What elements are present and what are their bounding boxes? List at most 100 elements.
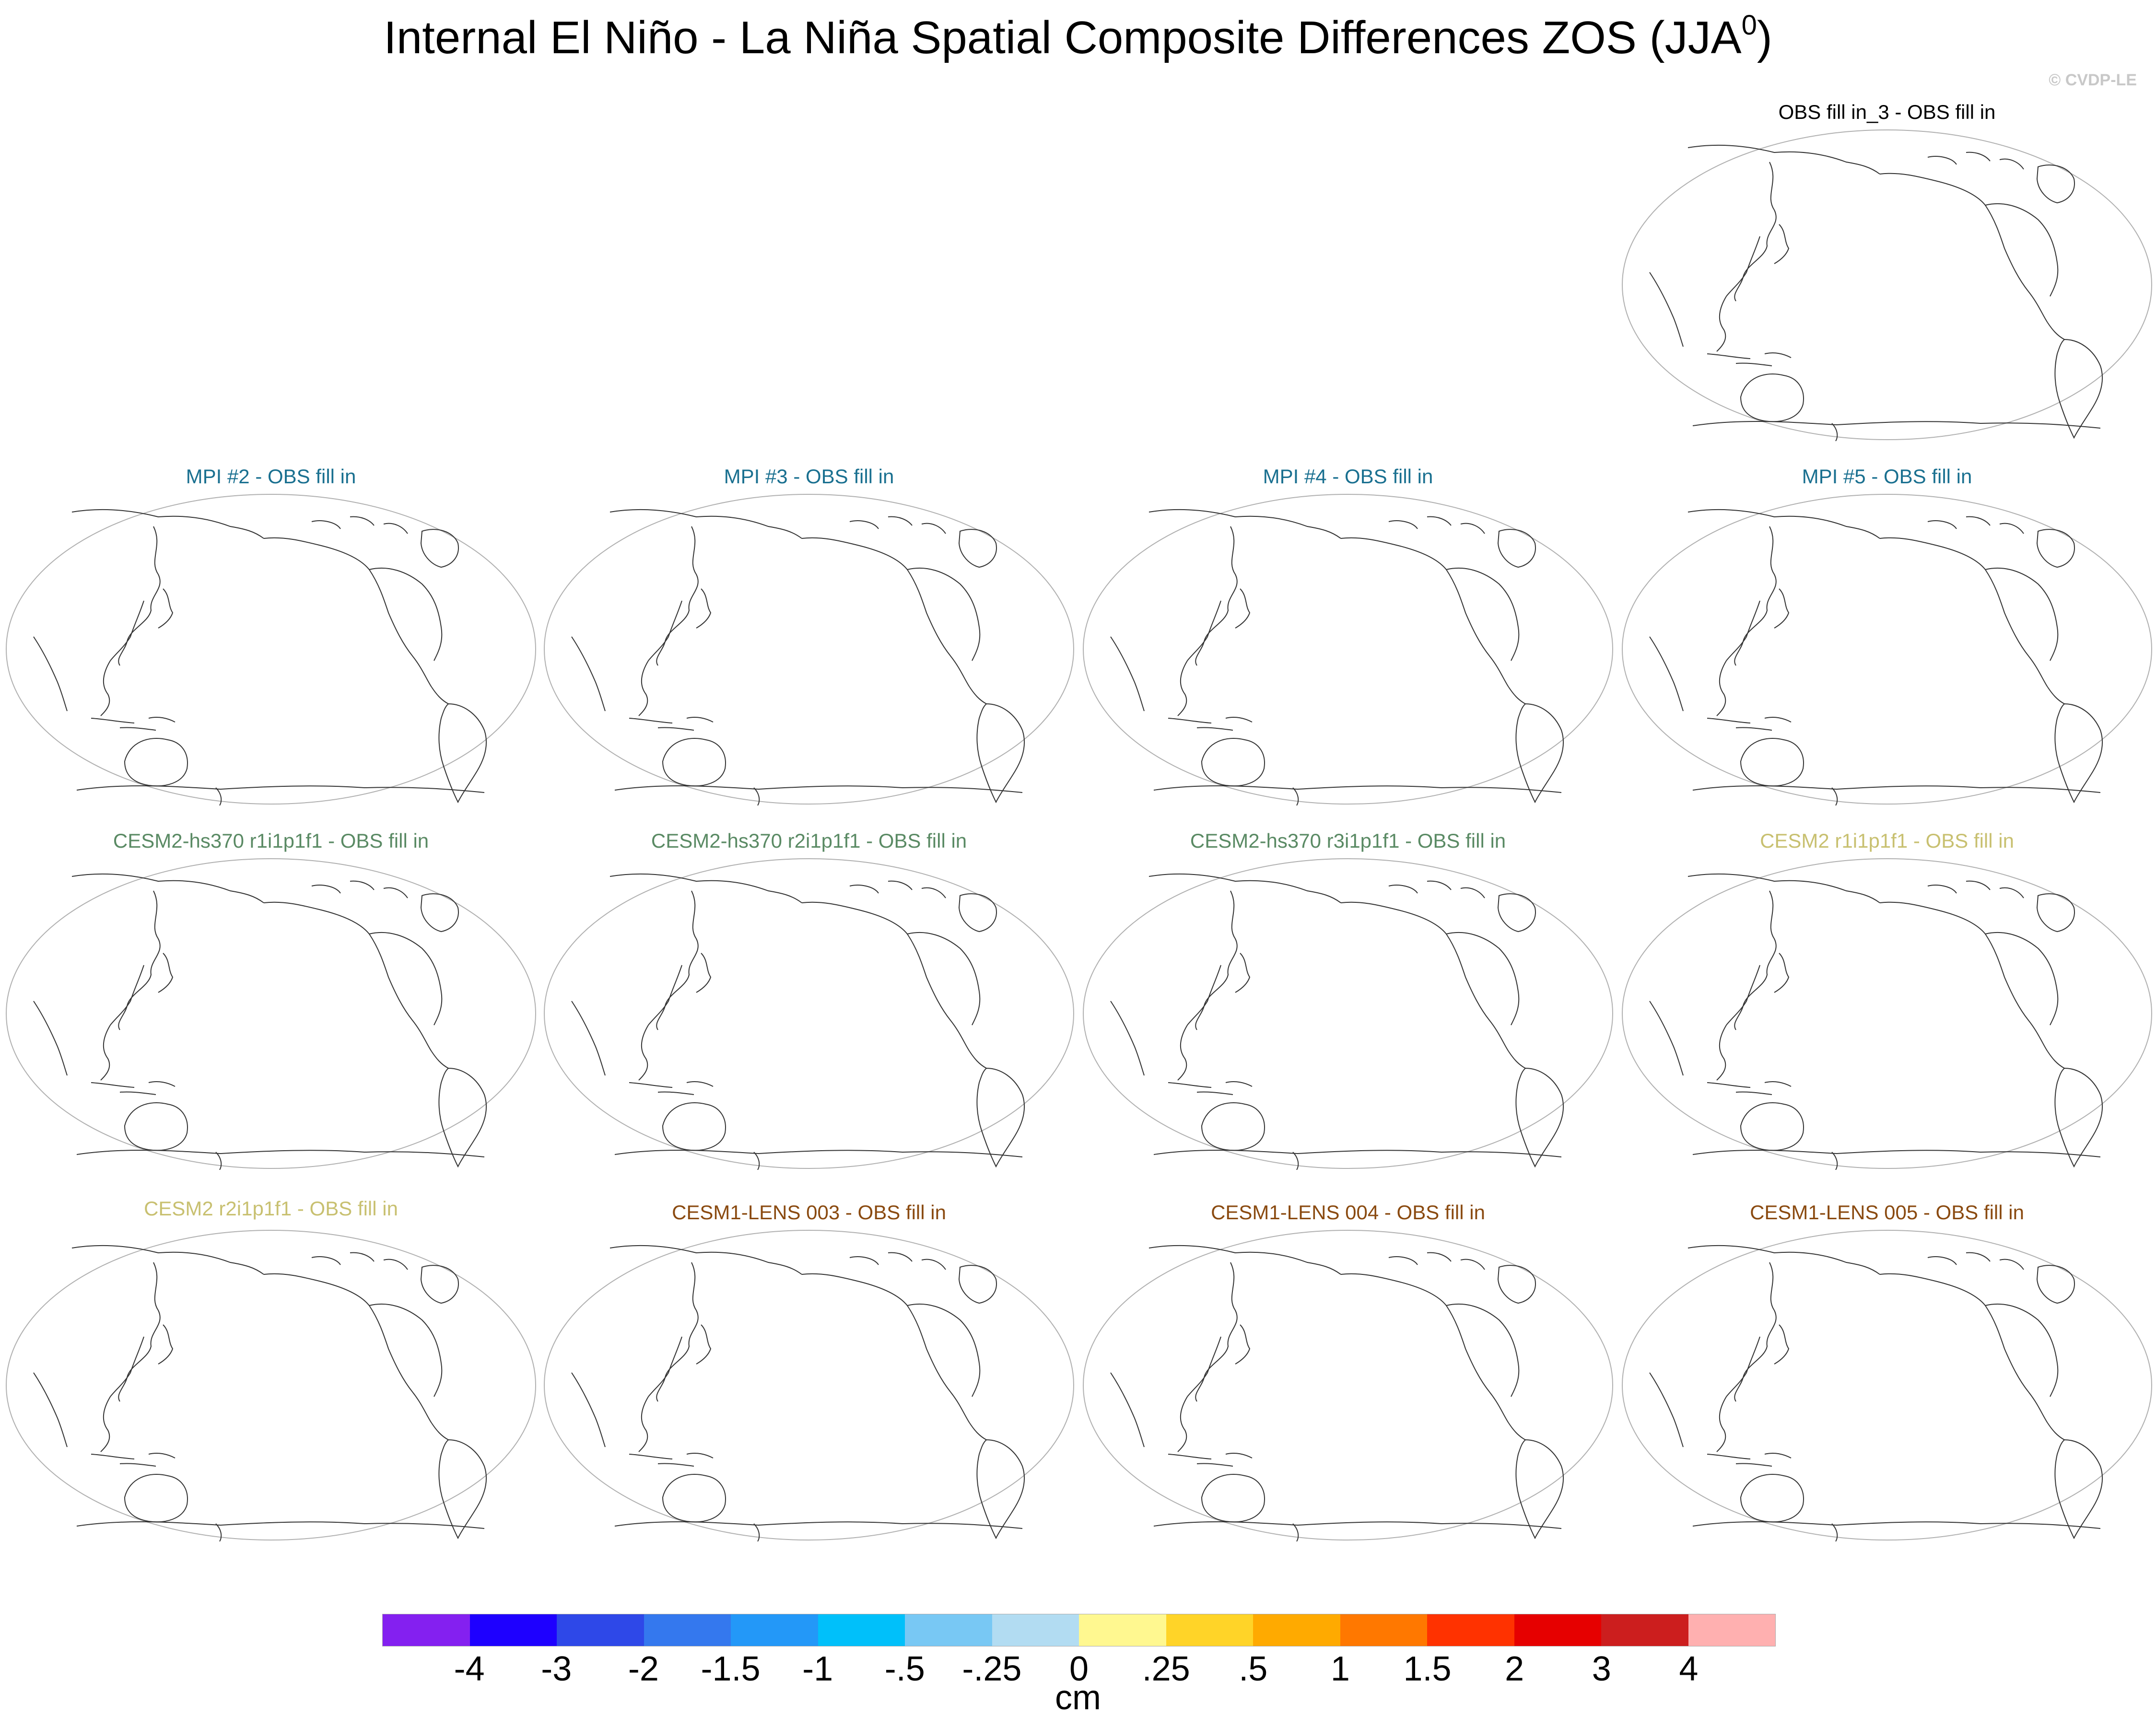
coastline (1985, 1303, 2059, 1397)
world-map (6, 494, 536, 805)
coastline (2036, 529, 2075, 568)
map-panel: CESM2-hs370 r2i1p1f1 - OBS fill in (543, 829, 1075, 1175)
coastline (1692, 1521, 2101, 1529)
coastline (1716, 1025, 1727, 1081)
coastline (1879, 901, 2048, 1052)
coastlines (1110, 873, 1564, 1170)
coastline (1340, 537, 1509, 688)
coastline (1774, 1324, 1790, 1365)
coastline (1716, 296, 1727, 352)
coastline (1726, 236, 1760, 297)
coastline (1388, 1252, 1485, 1270)
colorbar-tick-label: 2 (1505, 1650, 1524, 1688)
coastline (91, 1081, 176, 1095)
coastline (656, 1262, 699, 1402)
coastline (1292, 1523, 1299, 1541)
coastline (609, 873, 802, 903)
coastline (1388, 880, 1485, 899)
figure-title-text: Internal El Niño - La Niña Spatial Compo… (384, 12, 1742, 63)
coastline (33, 636, 68, 712)
coastline (1340, 901, 1509, 1052)
coastline (2047, 1423, 2065, 1440)
coastline (1515, 1068, 1564, 1168)
coastline (1497, 529, 1536, 568)
coastline (1446, 567, 1520, 661)
map-outline (1083, 858, 1613, 1169)
coastline (609, 1245, 802, 1275)
coastline (311, 880, 408, 899)
map-outline (1622, 858, 2152, 1169)
coastline (1168, 717, 1253, 731)
coastlines (33, 873, 487, 1170)
coastline (215, 1152, 222, 1170)
colorbar-tick-label: -1.5 (701, 1650, 761, 1688)
coastline (907, 567, 981, 661)
coastline (100, 1396, 111, 1452)
colorbar-swatch (1514, 1614, 1601, 1646)
coastline (1508, 1051, 1526, 1069)
coastline (907, 932, 981, 1026)
coastline (263, 537, 432, 688)
panel-title: CESM2 r2i1p1f1 - OBS fill in (144, 1197, 398, 1220)
coastline (33, 1372, 68, 1447)
coastline (1927, 516, 2024, 534)
coastline (662, 738, 726, 787)
coastline (696, 953, 712, 993)
coastline (1687, 144, 1880, 175)
coastline (1195, 890, 1238, 1030)
coastline (1692, 1150, 2101, 1157)
coastline (1153, 1521, 1562, 1529)
coastline (71, 509, 264, 539)
coastline (420, 529, 459, 568)
coastline (2054, 1439, 2103, 1540)
coastline (2036, 164, 2075, 204)
colorbar-tick-label: 3 (1592, 1650, 1611, 1688)
coastline (1649, 636, 1684, 712)
coastline (1734, 162, 1777, 302)
map-outline (6, 858, 536, 1169)
coastline (1177, 1396, 1188, 1452)
coastline (420, 893, 459, 933)
coastline (124, 738, 188, 787)
coastline (1508, 687, 1526, 704)
map-outline (1083, 1230, 1613, 1540)
coastline (2054, 339, 2103, 439)
coastline (1497, 893, 1536, 933)
world-map (1083, 1230, 1613, 1541)
coastline (662, 1102, 726, 1151)
coastline (1985, 567, 2059, 661)
colorbar-swatch (818, 1614, 905, 1646)
coastline (1508, 1423, 1526, 1440)
coastline (1774, 588, 1790, 629)
coastline (110, 965, 144, 1026)
coastline (118, 526, 161, 666)
coastline (1340, 1273, 1509, 1424)
coastline (1707, 717, 1792, 731)
coastline (1692, 421, 2101, 429)
colorbar-tick-label: -4 (454, 1650, 485, 1688)
world-map (1622, 858, 2152, 1170)
coastline (438, 1439, 487, 1540)
coastline (420, 1265, 459, 1304)
coastline (969, 1051, 987, 1069)
coastline (801, 901, 970, 1052)
coastline (1707, 1453, 1792, 1467)
coastlines (1649, 144, 2103, 441)
colorbar-labels: -4 -3 -2 -1.5 -1 -.5 -.25 0 .25 .5 1 1.5 2 3 4 (382, 1649, 1776, 1692)
panel-title: MPI #5 - OBS fill in (1802, 465, 1972, 488)
coastline (1927, 152, 2024, 170)
coastline (438, 703, 487, 804)
coastline (1879, 537, 2048, 688)
world-map (1083, 494, 1613, 805)
coastline (1985, 203, 2059, 297)
coastline (1726, 965, 1760, 1026)
map-panel: MPI #3 - OBS fill in (543, 465, 1075, 810)
map-panel: CESM1-LENS 004 - OBS fill in (1082, 1201, 1614, 1546)
coastline (1687, 873, 1880, 903)
coastline (100, 660, 111, 716)
coastline (1774, 224, 1790, 264)
coastline (849, 1252, 946, 1270)
coastline (2036, 1265, 2075, 1304)
coastline (1734, 890, 1777, 1030)
colorbar-swatch (905, 1614, 992, 1646)
